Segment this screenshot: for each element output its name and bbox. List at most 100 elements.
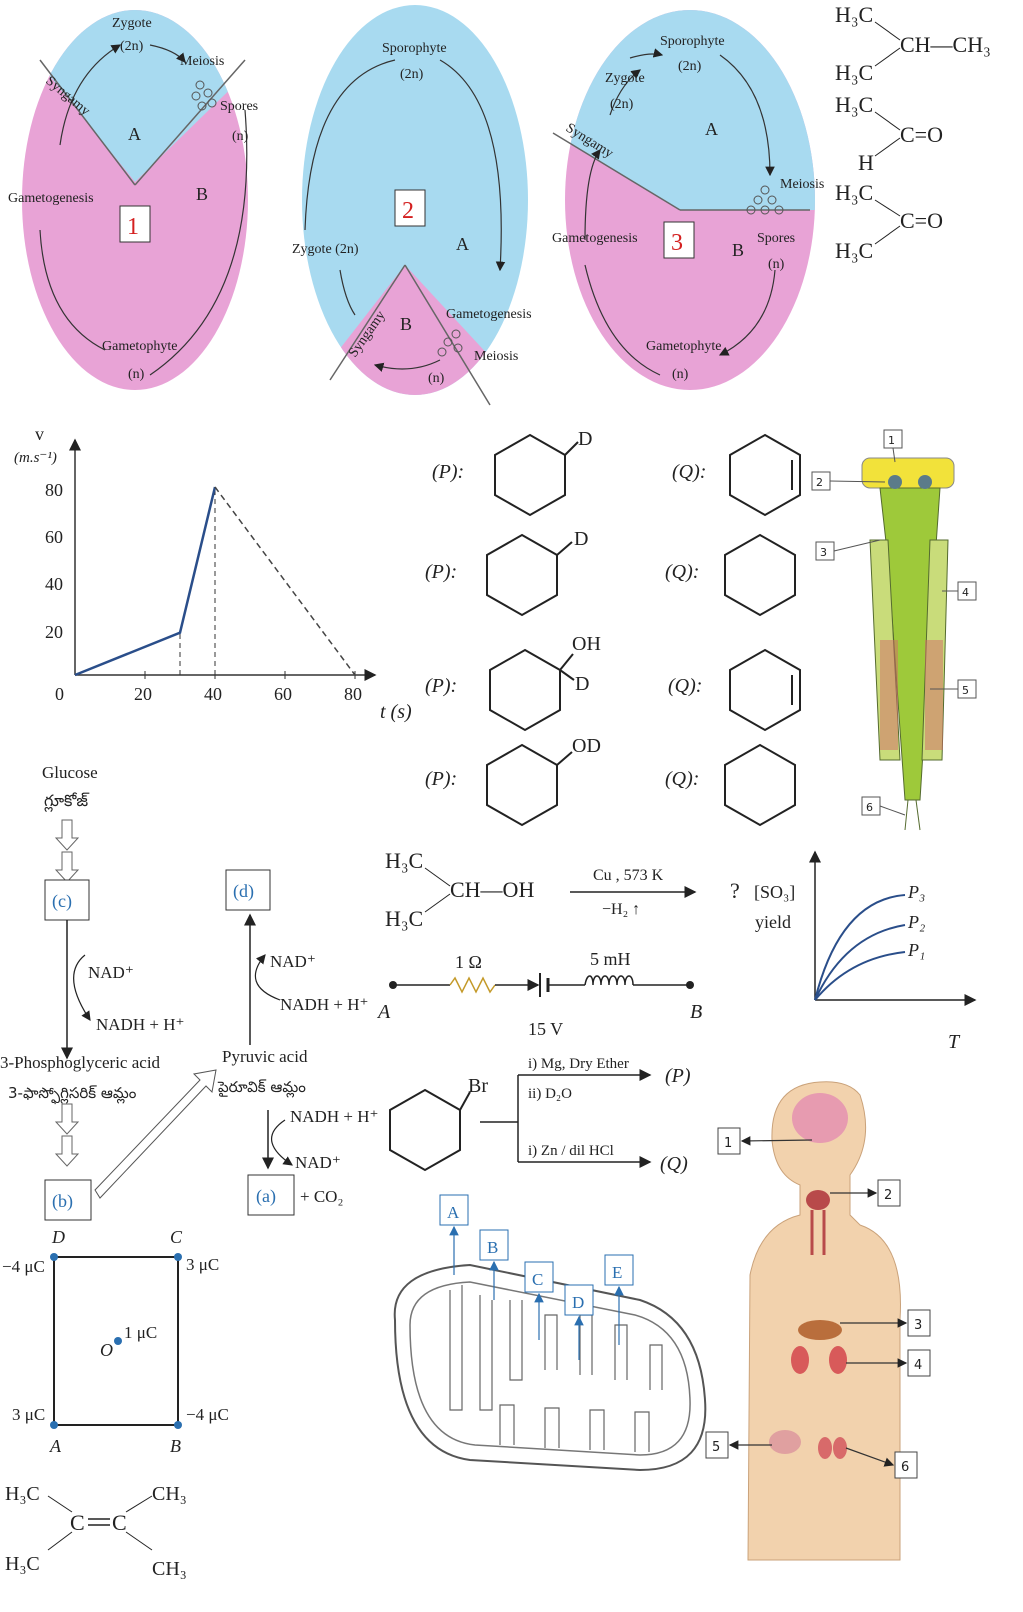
- charge-o: 1 μC: [124, 1323, 157, 1342]
- mol2-group-c: H: [858, 150, 874, 175]
- series-line-solid: [74, 486, 217, 677]
- curve-label-p2: P₂: [907, 912, 925, 932]
- ovary-icon: [769, 1430, 801, 1454]
- zygote-label-3: Zygote: [605, 71, 645, 86]
- sporophyte-label-3: Sporophyte: [660, 34, 725, 49]
- cycle-number-1: 1: [127, 214, 139, 240]
- gametophyte-ploidy-3: (n): [672, 367, 689, 382]
- y-tick-0: 0: [55, 684, 64, 704]
- voltage-label: 15 V: [528, 1019, 563, 1039]
- pga-label: 3-Phosphoglyceric acid: [0, 1053, 161, 1072]
- nadh-3: NADH + H⁺: [290, 1107, 378, 1126]
- reaction-condition-top: Cu , 573 K: [593, 867, 664, 884]
- cyclohexane-ring: [494, 433, 566, 517]
- body-label-6: 6: [901, 1460, 909, 1475]
- life-cycle-1: Zygote (2n) Meiosis Spores (n) Syngamy G…: [8, 10, 258, 390]
- x-tick-80: 80: [344, 684, 362, 704]
- gametophyte-label-1: Gametophyte: [102, 339, 177, 354]
- cyclohexane-ring: [486, 743, 558, 827]
- y-axis-label: v: [35, 424, 44, 444]
- zygote-ploidy-1: (2n): [120, 39, 144, 54]
- nadh-2: NADH + H⁺: [280, 995, 368, 1014]
- product-q: (Q): [660, 1153, 688, 1175]
- spore-cluster-icon: [191, 80, 217, 111]
- reaction-product-unknown: ?: [730, 878, 740, 903]
- grignard-step-2: ii) D₂O: [528, 1086, 572, 1102]
- mito-label-box-a: [439, 1194, 469, 1226]
- y-tick-80: 80: [45, 480, 63, 500]
- nad-plus-1: NAD⁺: [88, 963, 134, 982]
- body-label-5: 5: [712, 1440, 720, 1455]
- y-axis-unit: (m.s⁻¹): [14, 450, 57, 466]
- pq-rows: (P): D (Q): (P): D (Q): (P): OH D (Q): (…: [425, 428, 801, 827]
- box-a: [247, 1174, 295, 1216]
- gametogenesis-label-2: Gametogenesis: [446, 307, 532, 322]
- terminal-b: [686, 981, 694, 989]
- life-cycle-3: Sporophyte (2n) Zygote (2n) Syngamy A Me…: [552, 10, 824, 390]
- reduction-step: i) Zn / dil HCl: [528, 1143, 614, 1159]
- insect-label-4: 4: [962, 586, 969, 599]
- mito-label-d: D: [572, 1293, 584, 1312]
- point-a-label: A: [376, 1001, 391, 1023]
- cyclohexene-ring: [729, 648, 801, 732]
- insect-label-5: 5: [962, 684, 969, 697]
- insect-mouthparts-figure: 1 2 3 4 5 6: [811, 429, 977, 831]
- region-b-2: B: [400, 314, 412, 334]
- q-label-4: (Q):: [665, 768, 699, 790]
- p-sub-3a: OH: [572, 633, 601, 655]
- pyruvic-label-telugu: పైరూవిక్ ఆమ్లం: [217, 1078, 306, 1098]
- p-label-3: (P):: [425, 675, 457, 697]
- alkene-carbon-2: C: [112, 1510, 127, 1535]
- box-b: [44, 1179, 92, 1221]
- p-label-4: (P):: [425, 768, 457, 790]
- q-label-2: (Q):: [665, 561, 699, 583]
- y-tick-40: 40: [45, 574, 63, 594]
- cycle-number-box-1: [119, 205, 151, 243]
- iso-group-c: H₃C: [385, 906, 423, 931]
- mol1-group-c: H₃C: [835, 60, 873, 85]
- meiosis-label-2: Meiosis: [474, 349, 518, 364]
- mitochondrion-diagram: A B C D E: [393, 1194, 707, 1472]
- molecule-isobutane: H₃C CH—CH₃ H₃C: [835, 2, 991, 85]
- box-d: [225, 869, 271, 911]
- mito-label-box-e: [604, 1254, 634, 1286]
- spores-label-3: Spores: [757, 231, 795, 246]
- region-a-1: A: [128, 124, 141, 144]
- spores-label-1: Spores: [220, 99, 258, 114]
- isopropanol-reaction: H₃C CH—OH H₃C Cu , 573 K −H₂ ↑ ?: [385, 848, 740, 931]
- curve-p3: [814, 894, 906, 1001]
- x-tick-60: 60: [274, 684, 292, 704]
- cyclohexene-ring: [729, 433, 801, 517]
- sporophyte-ploidy-2: (2n): [400, 67, 424, 82]
- glycolysis-pathway: Glucose గ్లూకోజ్ (c) NAD⁺ NADH + H⁺ 3-Ph…: [0, 763, 378, 1221]
- x-axis-label: t (s): [380, 701, 412, 723]
- so3-y-label-2: yield: [755, 912, 791, 932]
- region-a-3: A: [705, 119, 718, 139]
- zygote-label-2: Zygote (2n): [292, 242, 359, 257]
- body-label-box-2: [877, 1179, 901, 1207]
- velocity-time-graph: v (m.s⁻¹) t (s) 0 20 40 60 80 20 40 60 8…: [14, 424, 412, 723]
- kidney-left-icon: [791, 1346, 809, 1374]
- point-b-label: B: [690, 1001, 702, 1023]
- iso-group-b: CH—OH: [450, 877, 534, 902]
- p-sub-2: D: [574, 528, 588, 550]
- body-label-2: 2: [884, 1188, 892, 1203]
- bromo-substituent: Br: [468, 1075, 488, 1097]
- mito-label-b: B: [487, 1238, 498, 1257]
- inner-membrane: [409, 1281, 691, 1456]
- cyclohexane-ring: [724, 533, 796, 617]
- curve-p2: [814, 924, 906, 1001]
- body-label-box-5: [705, 1431, 729, 1459]
- co2-label: + CO₂: [300, 1187, 343, 1206]
- cyclohexane-ring: [389, 1088, 461, 1172]
- body-label-1: 1: [724, 1136, 732, 1151]
- cyclohexane-ring: [724, 743, 796, 827]
- resistance-label: 1 Ω: [455, 952, 482, 972]
- body-label-box-4: [907, 1349, 931, 1377]
- p-label-2: (P):: [425, 561, 457, 583]
- spores-ploidy-1: (n): [232, 129, 249, 144]
- cyclohexane-ring: [486, 533, 558, 617]
- mito-label-e: E: [612, 1263, 622, 1282]
- n-label-2: (n): [428, 371, 445, 386]
- center-o: O: [100, 1340, 113, 1360]
